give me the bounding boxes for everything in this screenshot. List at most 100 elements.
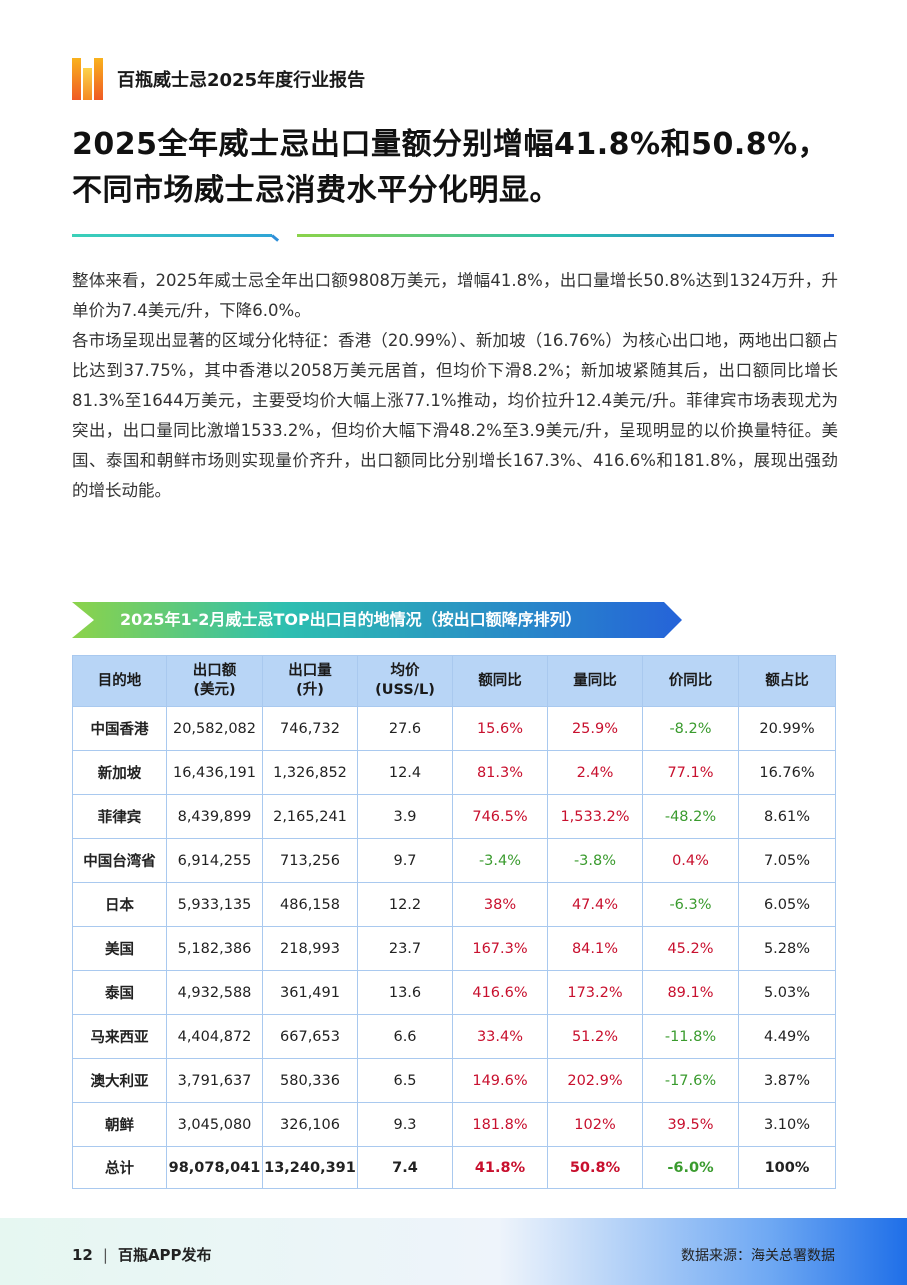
table-cell: 81.3% (452, 750, 548, 795)
table-cell: 13,240,391 (262, 1146, 358, 1189)
table-cell: 1,533.2% (547, 794, 643, 839)
table-cell: 12.4 (357, 750, 453, 795)
paragraph-markets: 各市场呈现出显著的区域分化特征：香港（20.99%）、新加坡（16.76%）为核… (72, 331, 838, 500)
table-cell: 416.6% (452, 970, 548, 1015)
table-row: 新加坡 16,436,191 1,326,852 12.4 81.3% 2.4% 77.1%… (72, 750, 836, 795)
table-cell: 3,791,637 (166, 1058, 263, 1103)
column-header: 额占比 (738, 655, 836, 707)
table-cell: 6.6 (357, 1014, 453, 1059)
table-cell: 0.4% (642, 838, 739, 883)
table-cell: 2.4% (547, 750, 643, 795)
table-cell: 16.76% (738, 750, 836, 795)
table-cell: 16,436,191 (166, 750, 263, 795)
table-cell: 2,165,241 (262, 794, 358, 839)
table-cell: 84.1% (547, 926, 643, 971)
table-cell: 667,653 (262, 1014, 358, 1059)
table-title-banner: 2025年1-2月威士忌TOP出口目的地情况（按出口额降序排列） (72, 602, 682, 638)
table-cell: 23.7 (357, 926, 453, 971)
table-row: 菲律宾 8,439,899 2,165,241 3.9 746.5% 1,533.2% -4… (72, 794, 836, 839)
footer-left: 12 | 百瓶APP发布 (72, 1246, 212, 1264)
table-cell: 5.28% (738, 926, 836, 971)
destination-cell: 中国台湾省 (72, 838, 167, 883)
table-row: 中国台湾省 6,914,255 713,256 9.7 -3.4% -3.8% 0.4% 7.… (72, 838, 836, 883)
destination-cell: 朝鲜 (72, 1102, 167, 1147)
table-cell: -6.0% (642, 1146, 739, 1189)
table-cell: 4,404,872 (166, 1014, 263, 1059)
table-cell: -3.8% (547, 838, 643, 883)
destination-cell: 中国香港 (72, 706, 167, 751)
table-cell: 39.5% (642, 1102, 739, 1147)
table-row: 美国 5,182,386 218,993 23.7 167.3% 84.1% 45.2% 5.… (72, 926, 836, 971)
table-cell: 20,582,082 (166, 706, 263, 751)
total-row: 总计 98,078,041 13,240,391 7.4 41.8% 50.8% -6.0%… (72, 1146, 836, 1189)
table-row: 马来西亚 4,404,872 667,653 6.6 33.4% 51.2% -11.8% 4… (72, 1014, 836, 1059)
table-cell: 181.8% (452, 1102, 548, 1147)
table-cell: 77.1% (642, 750, 739, 795)
table-cell: 3.87% (738, 1058, 836, 1103)
table-row: 泰国 4,932,588 361,491 13.6 416.6% 173.2% 89.1% 5… (72, 970, 836, 1015)
table-cell: 149.6% (452, 1058, 548, 1103)
table-row: 中国香港 20,582,082 746,732 27.6 15.6% 25.9% -8.2%… (72, 706, 836, 751)
column-header: 量同比 (547, 655, 643, 707)
destination-cell: 美国 (72, 926, 167, 971)
destination-cell: 马来西亚 (72, 1014, 167, 1059)
table-cell: 326,106 (262, 1102, 358, 1147)
table-cell: 4.49% (738, 1014, 836, 1059)
table-cell: -11.8% (642, 1014, 739, 1059)
table-cell: 50.8% (547, 1146, 643, 1189)
table-cell: 3,045,080 (166, 1102, 263, 1147)
table-cell: 486,158 (262, 882, 358, 927)
table-cell: 47.4% (547, 882, 643, 927)
destination-cell: 泰国 (72, 970, 167, 1015)
table-cell: 5,182,386 (166, 926, 263, 971)
table-cell: 102% (547, 1102, 643, 1147)
table-cell: 13.6 (357, 970, 453, 1015)
page-footer: 12 | 百瓶APP发布 数据来源：海关总署数据 (0, 1218, 907, 1285)
table-cell: 746,732 (262, 706, 358, 751)
table-row: 澳大利亚 3,791,637 580,336 6.5 149.6% 202.9% -17.6… (72, 1058, 836, 1103)
page-title-line1: 2025全年威士忌出口量额分别增幅41.8%和50.8%， (72, 127, 829, 162)
table-cell: -3.4% (452, 838, 548, 883)
report-header: 百瓶威士忌2025年度行业报告 (72, 58, 365, 100)
table-cell: 167.3% (452, 926, 548, 971)
destination-cell: 日本 (72, 882, 167, 927)
table-cell: 15.6% (452, 706, 548, 751)
table-cell: 12.2 (357, 882, 453, 927)
table-cell: 1,326,852 (262, 750, 358, 795)
column-header: 出口量 (升) (262, 655, 358, 707)
table-cell: 89.1% (642, 970, 739, 1015)
table-cell: 5,933,135 (166, 882, 263, 927)
table-header-row: 目的地 出口额 (美元) 出口量 (升) 均价 (USS/L) 额同比 量同比 价同比 额占比 (72, 655, 836, 707)
column-header: 价同比 (642, 655, 739, 707)
page-title: 2025全年威士忌出口量额分别增幅41.8%和50.8%， 不同市场威士忌消费水… (72, 122, 862, 214)
table-cell: 7.05% (738, 838, 836, 883)
destination-cell: 新加坡 (72, 750, 167, 795)
table-cell: 41.8% (452, 1146, 548, 1189)
table-cell: 27.6 (357, 706, 453, 751)
destination-cell: 澳大利亚 (72, 1058, 167, 1103)
table-cell: 6.5 (357, 1058, 453, 1103)
table-cell: 9.7 (357, 838, 453, 883)
table-title: 2025年1-2月威士忌TOP出口目的地情况（按出口额降序排列） (120, 610, 582, 629)
table-cell: 8.61% (738, 794, 836, 839)
page-title-line2: 不同市场威士忌消费水平分化明显。 (72, 173, 560, 208)
baiping-logo-icon (72, 58, 103, 100)
destination-cell: 总计 (72, 1146, 167, 1189)
table-cell: 580,336 (262, 1058, 358, 1103)
table-cell: 25.9% (547, 706, 643, 751)
destination-cell: 菲律宾 (72, 794, 167, 839)
table-row: 朝鲜 3,045,080 326,106 9.3 181.8% 102% 39.5% 3.10… (72, 1102, 836, 1147)
column-header: 额同比 (452, 655, 548, 707)
table-cell: 20.99% (738, 706, 836, 751)
table-cell: -48.2% (642, 794, 739, 839)
table-cell: 218,993 (262, 926, 358, 971)
table-cell: 98,078,041 (166, 1146, 263, 1189)
table-cell: 713,256 (262, 838, 358, 883)
paragraph-overview: 整体来看，2025年威士忌全年出口额9808万美元，增幅41.8%，出口量增长5… (72, 271, 838, 320)
table-cell: 746.5% (452, 794, 548, 839)
column-header: 均价 (USS/L) (357, 655, 453, 707)
table-cell: 45.2% (642, 926, 739, 971)
table-cell: 173.2% (547, 970, 643, 1015)
table-cell: 361,491 (262, 970, 358, 1015)
table-cell: 6,914,255 (166, 838, 263, 883)
